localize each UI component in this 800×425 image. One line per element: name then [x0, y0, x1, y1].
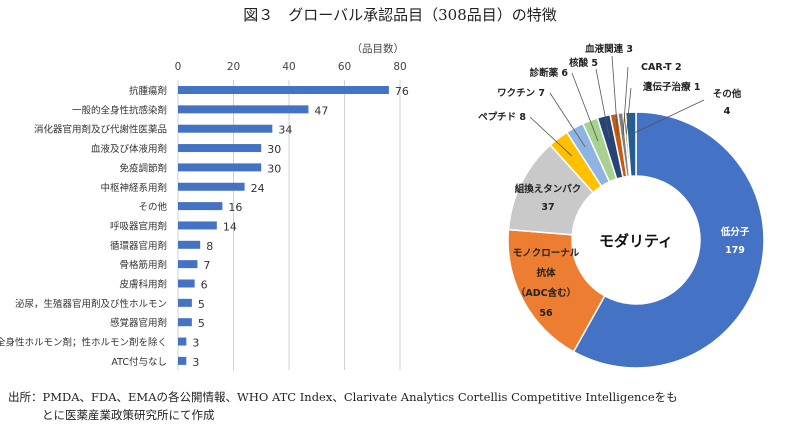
slice-value: 8 [516, 112, 526, 123]
category-label: その他 [138, 201, 167, 213]
category-label: 泌尿，生殖器官用剤及び性ホルモン [15, 298, 167, 310]
leader-line [611, 55, 619, 136]
bar-value-label: 8 [206, 240, 213, 253]
bar-value-label: 30 [267, 143, 281, 156]
bar [178, 318, 192, 327]
bar-value-label: 3 [192, 337, 199, 350]
category-label: 一般的全身性抗感染剤 [72, 104, 167, 116]
source-note: 出所：PMDA、FDA、EMAの各公開情報、WHO ATC Index、Clar… [8, 388, 678, 424]
x-tick-label: 20 [227, 61, 240, 73]
category-label: 全身性ホルモン剤；性ホルモン剤を除く [0, 337, 167, 349]
category-label: ATC付与なし [111, 357, 167, 368]
figure-title: 図３ グローバル承認品目（308品目）の特徴 [243, 6, 557, 24]
slice-label: モノクローナル [513, 248, 580, 259]
slice-label-text: 核酸 [569, 57, 589, 69]
source-line-1: 出所：PMDA、FDA、EMAの各公開情報、WHO ATC Index、Clar… [8, 390, 678, 404]
slice-value: 7 [535, 88, 545, 99]
leader-line [571, 72, 599, 142]
bar-value-label: 47 [314, 104, 328, 117]
leader-line [595, 68, 610, 138]
bar-value-label: 16 [228, 201, 242, 214]
bar [178, 356, 187, 365]
x-tick-label: 60 [338, 61, 351, 73]
slice-label: ペプチド 8 [478, 111, 526, 123]
bar-value-label: 5 [198, 317, 205, 330]
bar [178, 144, 262, 153]
slice-value: 4 [724, 106, 731, 117]
leader-line [631, 99, 705, 135]
bar [178, 279, 195, 288]
bar-value-label: 5 [198, 298, 205, 311]
slice-label: 核酸 5 [569, 57, 598, 69]
slice-label-text: 血液関連 [585, 43, 624, 55]
category-label: 消化器官用剤及び代謝性医薬品 [34, 124, 167, 136]
slice-label-text: 遺伝子治療 [642, 81, 691, 93]
slice-value: 56 [539, 308, 553, 319]
bar [178, 221, 217, 230]
donut-center-label: モダリティ [599, 232, 673, 250]
bar-value-label: 76 [395, 85, 409, 98]
donut-slice [507, 228, 606, 353]
category-label: 血液及び体液用剤 [91, 143, 167, 155]
category-label: 中枢神経系用剤 [100, 182, 167, 194]
bar-value-label: 24 [251, 182, 265, 195]
category-label: 免疫調節剤 [119, 162, 167, 174]
x-tick-label: 80 [393, 61, 406, 73]
leader-line [625, 87, 632, 135]
slice-label: 組換えタンパク [515, 183, 582, 195]
slice-label: （ADC含む） [516, 287, 576, 299]
slice-label: 診断薬 6 [530, 67, 569, 79]
bar-value-label: 3 [192, 356, 199, 369]
slice-value: 1 [691, 82, 701, 93]
slice-label: 抗体 [536, 267, 556, 279]
donut-slice [572, 111, 765, 369]
bar [178, 105, 309, 114]
slice-value: 3 [623, 44, 633, 55]
unit-label: （品目数） [352, 42, 405, 55]
slice-value: 2 [672, 62, 682, 73]
category-label: 呼吸器官用剤 [110, 220, 167, 232]
slice-label-text: ワクチン [497, 88, 535, 99]
bar [178, 240, 201, 249]
leader-line [622, 66, 629, 135]
bar-value-label: 6 [201, 279, 208, 292]
slice-label: CAR-T 2 [641, 62, 682, 73]
slice-value: 179 [725, 245, 745, 256]
category-label: 骨格筋用剤 [119, 259, 167, 271]
slice-label: 遺伝子治療 1 [642, 81, 700, 93]
bar [178, 298, 192, 307]
slice-label: 血液関連 3 [585, 43, 633, 55]
slice-label-text: CAR-T [641, 62, 672, 73]
x-tick-label: 40 [282, 61, 295, 73]
bar [178, 182, 245, 191]
slice-label: 低分子 [720, 226, 750, 238]
bar [178, 163, 262, 172]
category-label: 感覚器官用剤 [110, 317, 167, 329]
bar [178, 202, 223, 211]
bar [178, 337, 187, 346]
slice-label: ワクチン 7 [497, 88, 545, 99]
slice-label-text: 診断薬 [530, 67, 559, 79]
bar [178, 260, 198, 269]
category-label: 抗腫瘍剤 [129, 85, 167, 97]
leader-line [529, 116, 572, 157]
source-line-2: とに医薬産業政策研究所にて作成 [42, 408, 215, 422]
slice-label-text: ペプチド [478, 111, 516, 123]
bar-value-label: 14 [223, 220, 237, 233]
bar [178, 86, 389, 94]
bar [178, 124, 273, 133]
leader-line [549, 92, 586, 148]
slice-label: その他 [713, 88, 742, 100]
category-label: 循環器官用剤 [110, 240, 167, 252]
slice-value: 37 [541, 202, 554, 213]
bar-value-label: 34 [278, 124, 292, 137]
donut-slice [624, 111, 637, 178]
bar-value-label: 7 [203, 259, 210, 272]
bar-value-label: 30 [267, 162, 281, 175]
category-label: 皮膚科用剤 [119, 279, 167, 291]
slice-value: 6 [558, 68, 568, 79]
x-tick-label: 0 [175, 61, 182, 73]
slice-value: 5 [588, 58, 598, 69]
